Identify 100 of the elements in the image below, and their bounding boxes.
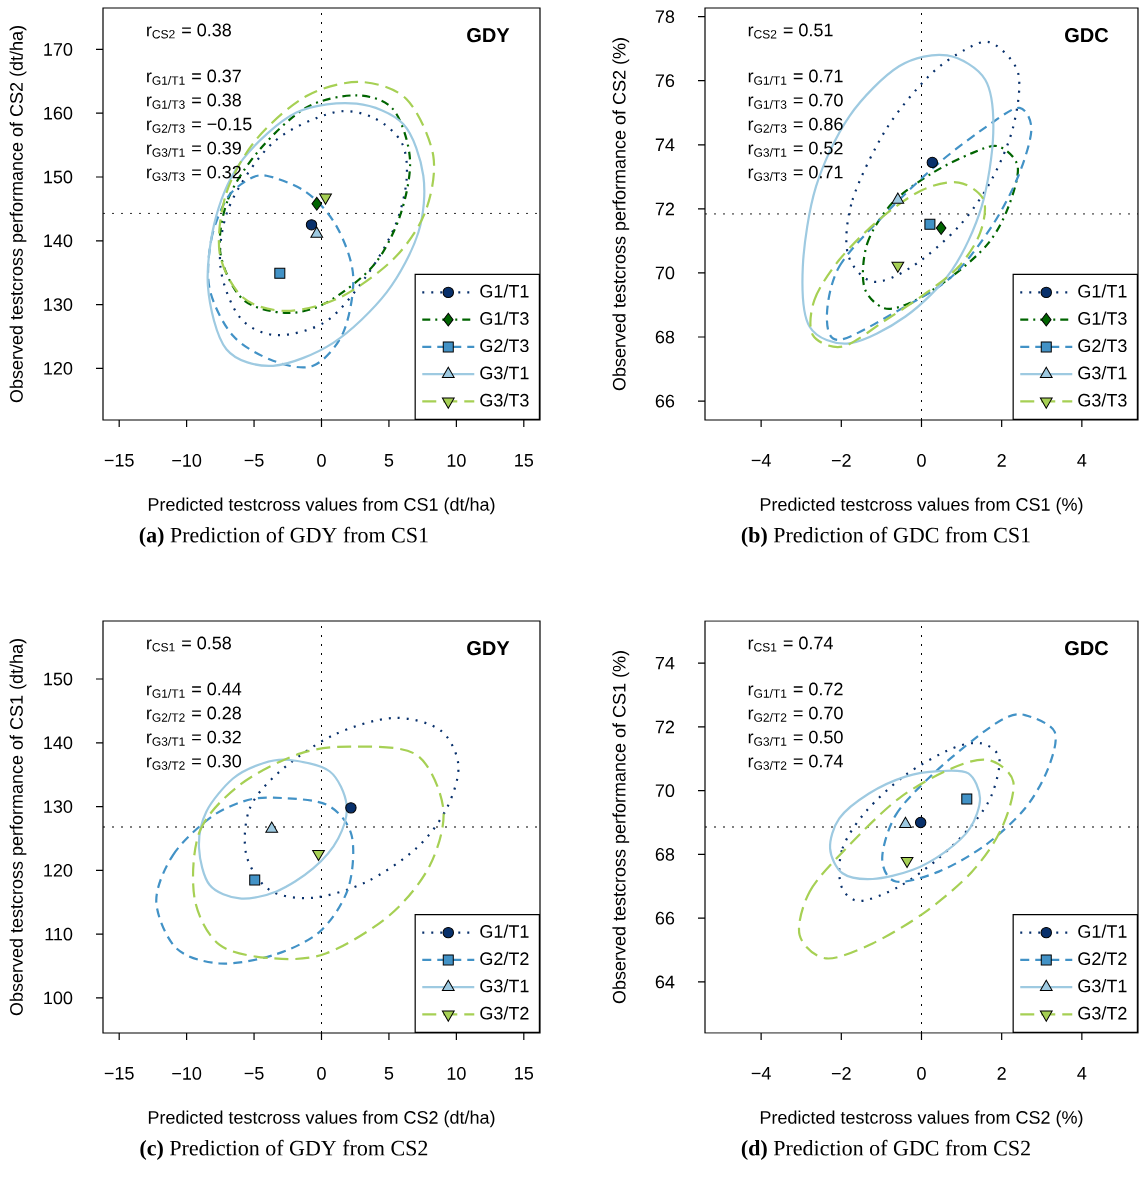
text: (d) Prediction of GDC from CS2 xyxy=(741,1139,1030,1161)
x-tick-label: −2 xyxy=(831,1067,851,1080)
x-tick-label: 0 xyxy=(317,454,326,467)
annotation: r$_{G1/T3}$ = 0.70 xyxy=(748,93,843,109)
y-tick-label: 100 xyxy=(44,991,73,1005)
point xyxy=(924,218,936,230)
x-axis-title: Predicted testcross values from CS1 (dt/ha) xyxy=(148,497,495,515)
y-axis-title: Observed testcross performance of CS1 (%) xyxy=(612,651,630,1004)
y-tick-label: 150 xyxy=(44,170,73,184)
y-tick-label: 66 xyxy=(655,911,675,925)
y-tick-label: 160 xyxy=(44,106,73,120)
annotation: r$_{G2/T2}$ = 0.70 xyxy=(748,706,843,722)
x-tick-label: −15 xyxy=(104,454,134,467)
point xyxy=(265,821,279,833)
legend-label: G2/T3 xyxy=(480,338,529,353)
y-tick-label: 140 xyxy=(44,736,73,750)
x-tick-label: −15 xyxy=(104,1067,134,1080)
legend-label: G3/T1 xyxy=(1078,366,1127,380)
x-tick-label: −10 xyxy=(172,1067,202,1080)
y-tick-label: 70 xyxy=(655,266,675,280)
y-tick-label: 72 xyxy=(655,202,675,216)
x-tick-label: 2 xyxy=(997,454,1006,467)
annotation: GDC xyxy=(1065,641,1109,656)
annotation: r$_{G2/T3}$ = −0.15 xyxy=(147,117,252,133)
x-tick-label: 15 xyxy=(515,454,534,467)
x-axis-title: Predicted testcross values from CS2 (%) xyxy=(760,1110,1083,1128)
x-tick-label: 0 xyxy=(917,1067,926,1080)
y-tick-label: 170 xyxy=(44,43,73,56)
point xyxy=(310,226,324,238)
annotation: r$_{G2/T3}$ = 0.86 xyxy=(748,117,843,133)
text: (c) Prediction of GDY from CS2 xyxy=(140,1139,428,1161)
point xyxy=(305,219,318,231)
y-tick-label: 78 xyxy=(655,10,675,24)
point xyxy=(319,193,332,205)
x-tick-label: −10 xyxy=(172,454,202,467)
legend-label: G1/T1 xyxy=(480,284,529,298)
x-tick-label: 4 xyxy=(1077,1067,1087,1080)
annotation: r$_{CS1}$ = 0.58 xyxy=(147,636,231,652)
x-tick-label: 0 xyxy=(917,454,926,467)
y-tick-label: 150 xyxy=(44,672,73,686)
legend-label: G3/T2 xyxy=(1078,1006,1127,1020)
annotation: r$_{G3/T1}$ = 0.32 xyxy=(147,730,241,746)
annotation: r$_{G2/T2}$ = 0.28 xyxy=(147,706,241,722)
x-tick-label: −5 xyxy=(244,1067,264,1080)
annotation: r$_{G1/T1}$ = 0.37 xyxy=(147,69,241,85)
x-tick-label: −4 xyxy=(751,1067,771,1080)
legend-label: G3/T3 xyxy=(1078,393,1127,407)
x-tick-label: 5 xyxy=(384,454,394,467)
y-tick-label: 66 xyxy=(655,394,675,408)
annotation: GDY xyxy=(467,28,510,43)
annotation: GDC xyxy=(1065,28,1109,43)
x-tick-label: 10 xyxy=(447,1067,466,1080)
point xyxy=(249,874,261,886)
y-tick-label: 68 xyxy=(655,330,675,344)
point xyxy=(891,261,905,273)
annotation: r$_{G1/T1}$ = 0.71 xyxy=(748,69,843,85)
y-tick-label: 74 xyxy=(655,138,675,151)
y-tick-label: 68 xyxy=(655,848,675,861)
point xyxy=(891,192,905,204)
x-tick-label: −2 xyxy=(831,454,851,467)
annotation: r$_{G3/T1}$ = 0.52 xyxy=(748,141,843,157)
legend-label: G2/T3 xyxy=(1078,338,1127,353)
y-tick-label: 130 xyxy=(44,298,73,311)
legend-label: G1/T1 xyxy=(480,924,529,938)
y-tick-label: 74 xyxy=(655,656,675,670)
y-axis-title: Observed testcross performance of CS1 (dt/ha) xyxy=(9,639,27,1016)
annotation: r$_{CS2}$ = 0.38 xyxy=(147,23,231,39)
legend-label: G2/T2 xyxy=(480,951,529,966)
y-tick-label: 72 xyxy=(655,720,675,734)
x-axis-title: Predicted testcross values from CS1 (%) xyxy=(760,497,1083,515)
legend-label: G3/T3 xyxy=(480,393,529,407)
legend-label: G2/T2 xyxy=(1078,951,1127,966)
y-tick-label: 76 xyxy=(655,74,675,88)
annotation: r$_{G3/T1}$ = 0.39 xyxy=(147,141,241,157)
y-axis-title: Observed testcross performance of CS2 (%) xyxy=(612,38,630,391)
point xyxy=(345,802,357,814)
x-tick-label: 0 xyxy=(317,1067,326,1080)
annotation: GDY xyxy=(467,641,510,656)
x-tick-label: 15 xyxy=(515,1067,534,1080)
point xyxy=(926,156,939,169)
legend-label: G1/T3 xyxy=(480,311,529,325)
y-tick-label: 140 xyxy=(44,234,73,248)
annotation: r$_{G3/T2}$ = 0.74 xyxy=(748,754,843,770)
x-tick-label: 4 xyxy=(1077,454,1087,467)
x-tick-label: 5 xyxy=(384,1067,394,1080)
y-tick-label: 70 xyxy=(655,784,675,798)
y-tick-label: 120 xyxy=(44,863,73,877)
y-tick-label: 110 xyxy=(45,927,73,941)
annotation: r$_{CS1}$ = 0.74 xyxy=(748,636,833,652)
legend-label: G1/T1 xyxy=(1078,924,1127,938)
point xyxy=(312,849,325,862)
point xyxy=(935,221,947,235)
text: (a) Prediction of GDY from CS1 xyxy=(139,526,428,548)
x-axis-title: Predicted testcross values from CS2 (dt/ha) xyxy=(148,1110,495,1128)
legend-label: G1/T3 xyxy=(1078,311,1127,325)
y-tick-label: 64 xyxy=(655,975,675,989)
legend-label: G1/T1 xyxy=(1078,284,1127,298)
annotation: r$_{G1/T1}$ = 0.72 xyxy=(748,682,843,698)
annotation: r$_{G3/T3}$ = 0.71 xyxy=(748,165,843,181)
legend-label: G3/T1 xyxy=(480,979,529,993)
